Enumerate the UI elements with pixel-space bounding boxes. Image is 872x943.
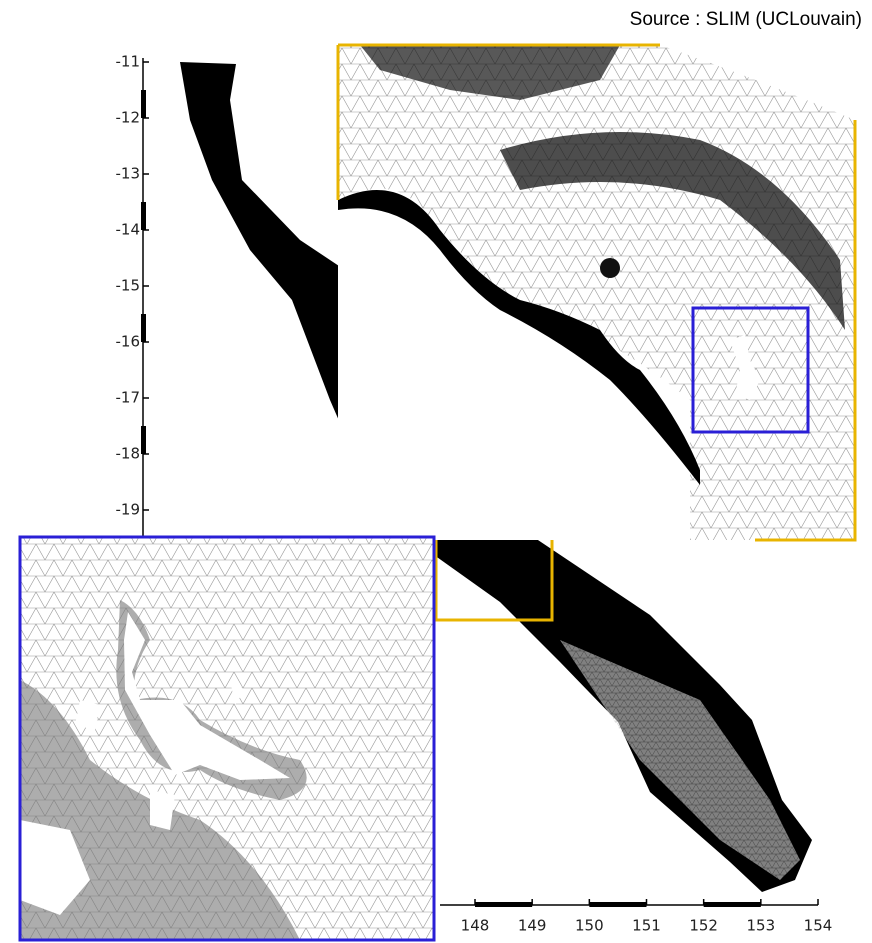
x-tick-label: 153: [747, 917, 776, 935]
figure: Source : SLIM (UCLouvain) -11-12-13-14-1…: [0, 0, 872, 943]
scale-bar: [141, 426, 146, 454]
y-tick-label: -14: [116, 221, 141, 239]
y-tick-label: -12: [116, 109, 141, 127]
scale-bar: [475, 902, 532, 907]
x-axis: 148 149 150 151 152 153 154: [440, 899, 832, 935]
x-tick-label: 152: [689, 917, 718, 935]
scale-bar: [589, 902, 646, 907]
x-tick-label: 154: [804, 917, 833, 935]
y-axis: -11 -12 -13 -14 -15 -16 -17 -18 -19: [116, 53, 150, 541]
y-tick-label: -11: [116, 53, 141, 71]
scale-bar: [141, 90, 146, 118]
y-tick-label: -17: [116, 389, 141, 407]
x-tick-label: 148: [461, 917, 490, 935]
scale-bar: [141, 314, 146, 342]
inset-blue: [20, 537, 434, 940]
scale-bar: [141, 202, 146, 230]
y-tick-label: -16: [116, 333, 141, 351]
x-tick-label: 149: [518, 917, 547, 935]
y-tick-label: -19: [116, 501, 141, 519]
source: Source : SLIM (UCLouvain): [630, 9, 862, 30]
x-tick-label: 151: [632, 917, 661, 935]
y-tick-label: -15: [116, 277, 141, 295]
y-tick-label: -13: [116, 165, 141, 183]
inset-yellow: [338, 45, 855, 540]
scale-bar: [704, 902, 761, 907]
x-tick-label: 150: [575, 917, 604, 935]
y-tick-label: -18: [116, 445, 141, 463]
